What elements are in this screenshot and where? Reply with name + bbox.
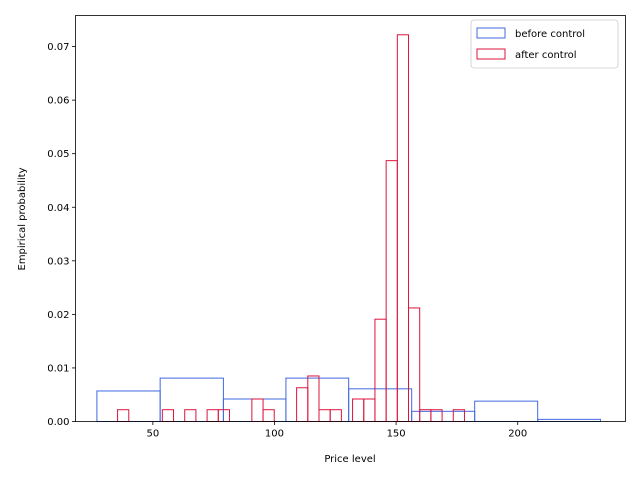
legend-label-after-control: after control [515, 50, 577, 61]
y-tick-label: 0.07 [47, 42, 69, 53]
y-axis-label: Empirical probability [17, 167, 28, 270]
y-tick-label: 0.00 [47, 417, 69, 428]
y-tick-label: 0.01 [47, 363, 69, 374]
y-tick-label: 0.02 [47, 310, 69, 321]
x-axis-ticks: 50 100 150 200 [146, 421, 527, 440]
legend: before control after control [470, 19, 619, 69]
legend-swatch-before-control [476, 27, 506, 39]
y-tick-label: 0.04 [47, 203, 69, 214]
y-tick-label: 0.06 [47, 96, 69, 107]
y-tick-label: 0.05 [47, 149, 69, 160]
x-tick-label: 200 [508, 429, 527, 440]
plot-frame [75, 15, 626, 422]
x-tick-label: 100 [265, 429, 284, 440]
y-axis-ticks: 0.00 0.01 0.02 0.03 0.04 0.05 0.06 0.07 [47, 42, 76, 428]
legend-box [470, 19, 619, 69]
y-tick-label: 0.03 [47, 256, 69, 267]
x-tick-label: 50 [146, 429, 159, 440]
legend-swatch-after-control [476, 48, 506, 60]
x-tick-label: 150 [387, 429, 406, 440]
x-axis-label: Price level [324, 454, 375, 465]
legend-label-before-control: before control [515, 29, 585, 40]
